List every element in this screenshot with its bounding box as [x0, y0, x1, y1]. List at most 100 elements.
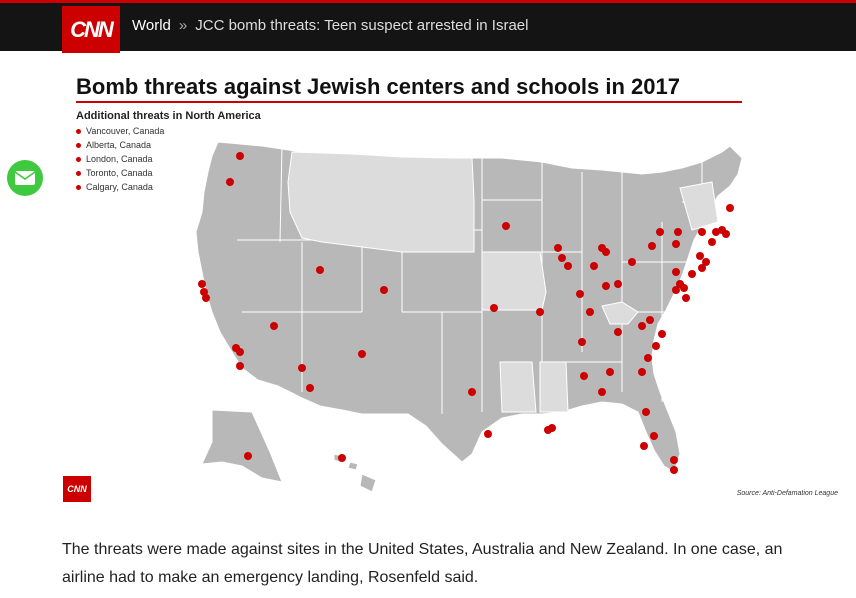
us-map: [195, 141, 743, 493]
threat-marker: [644, 354, 652, 362]
threat-marker: [578, 338, 586, 346]
legend-item: Toronto, Canada: [76, 166, 261, 180]
breadcrumb: World » JCC bomb threats: Teen suspect a…: [132, 17, 528, 34]
legend-dot-icon: [76, 142, 81, 148]
threat-markers: [198, 152, 734, 474]
top-nav-bar: CNN World » JCC bomb threats: Teen suspe…: [0, 0, 856, 53]
cnn-logo[interactable]: CNN: [62, 6, 120, 53]
threat-marker: [548, 424, 556, 432]
threat-marker: [726, 204, 734, 212]
threat-marker: [202, 294, 210, 302]
legend-item-label: Calgary, Canada: [86, 182, 153, 192]
threat-marker: [358, 350, 366, 358]
threat-marker: [698, 228, 706, 236]
threat-marker: [602, 282, 610, 290]
alaska-shape: [201, 409, 283, 483]
threat-marker: [638, 368, 646, 376]
threat-marker: [602, 248, 610, 256]
threat-marker: [236, 362, 244, 370]
threat-marker: [606, 368, 614, 376]
threat-marker: [680, 284, 688, 292]
figure-title: Bomb threats against Jewish centers and …: [76, 74, 680, 99]
threat-marker: [598, 388, 606, 396]
cnn-logo-text: CNN: [70, 16, 114, 42]
threat-marker: [652, 342, 660, 350]
legend-dot-icon: [76, 128, 81, 134]
threat-marker: [656, 228, 664, 236]
threat-marker: [580, 372, 588, 380]
threat-marker: [672, 268, 680, 276]
threat-marker: [722, 230, 730, 238]
legend-item-label: Alberta, Canada: [86, 140, 152, 150]
threat-marker: [468, 388, 476, 396]
threat-map-figure: Bomb threats against Jewish centers and …: [62, 62, 856, 514]
threat-marker: [688, 270, 696, 278]
threat-marker: [638, 322, 646, 330]
threat-marker: [614, 328, 622, 336]
legend-item: Alberta, Canada: [76, 138, 261, 152]
threat-marker: [696, 252, 704, 260]
article-paragraph: The threats were made against sites in t…: [62, 541, 783, 586]
threat-marker: [708, 238, 716, 246]
threat-marker: [554, 244, 562, 252]
threat-marker: [674, 228, 682, 236]
threat-marker: [338, 454, 346, 462]
threat-marker: [558, 254, 566, 262]
threat-marker: [650, 432, 658, 440]
legend-dot-icon: [76, 156, 81, 162]
mail-icon: [14, 171, 36, 185]
threat-marker: [682, 294, 690, 302]
breadcrumb-separator: »: [178, 17, 188, 34]
threat-marker: [536, 308, 544, 316]
threat-marker: [648, 242, 656, 250]
threat-marker: [642, 408, 650, 416]
threat-marker: [236, 152, 244, 160]
threat-marker: [298, 364, 306, 372]
threat-marker: [316, 266, 324, 274]
threat-marker: [672, 240, 680, 248]
threat-marker: [226, 178, 234, 186]
legend-item-label: London, Canada: [86, 154, 153, 164]
threat-marker: [564, 262, 572, 270]
breadcrumb-section-link[interactable]: World: [132, 17, 171, 34]
threat-marker: [484, 430, 492, 438]
threat-marker: [270, 322, 278, 330]
legend: Additional threats in North America Vanc…: [76, 110, 261, 194]
threat-marker: [490, 304, 498, 312]
threat-marker: [672, 286, 680, 294]
threat-marker: [640, 442, 648, 450]
threat-marker: [658, 330, 666, 338]
threat-marker: [236, 348, 244, 356]
legend-item: Calgary, Canada: [76, 180, 261, 194]
figure-title-underline: [76, 101, 742, 103]
legend-item: Vancouver, Canada: [76, 124, 261, 138]
figure-source: Source: Anti-Defamation League: [736, 490, 838, 497]
legend-item-label: Vancouver, Canada: [86, 126, 165, 136]
threat-marker: [380, 286, 388, 294]
figure-cnn-logo: CNN: [63, 476, 91, 502]
threat-marker: [614, 280, 622, 288]
threat-marker: [502, 222, 510, 230]
threat-marker: [590, 262, 598, 270]
threat-marker: [628, 258, 636, 266]
threat-marker: [576, 290, 584, 298]
contiguous-us-states: [195, 141, 743, 493]
legend-dot-icon: [76, 184, 81, 190]
legend-title: Additional threats in North America: [76, 110, 261, 122]
mail-share-button[interactable]: [7, 160, 43, 196]
threat-marker: [698, 264, 706, 272]
threat-marker: [198, 280, 206, 288]
threat-marker: [244, 452, 252, 460]
threat-marker: [670, 466, 678, 474]
legend-item: London, Canada: [76, 152, 261, 166]
legend-dot-icon: [76, 170, 81, 176]
threat-marker: [646, 316, 654, 324]
light-states-central: [481, 181, 719, 413]
breadcrumb-headline: JCC bomb threats: Teen suspect arrested …: [195, 17, 529, 34]
light-states-northwest: [287, 151, 475, 253]
threat-marker: [306, 384, 314, 392]
threat-marker: [702, 258, 710, 266]
threat-marker: [586, 308, 594, 316]
threat-marker: [670, 456, 678, 464]
legend-item-label: Toronto, Canada: [86, 168, 153, 178]
